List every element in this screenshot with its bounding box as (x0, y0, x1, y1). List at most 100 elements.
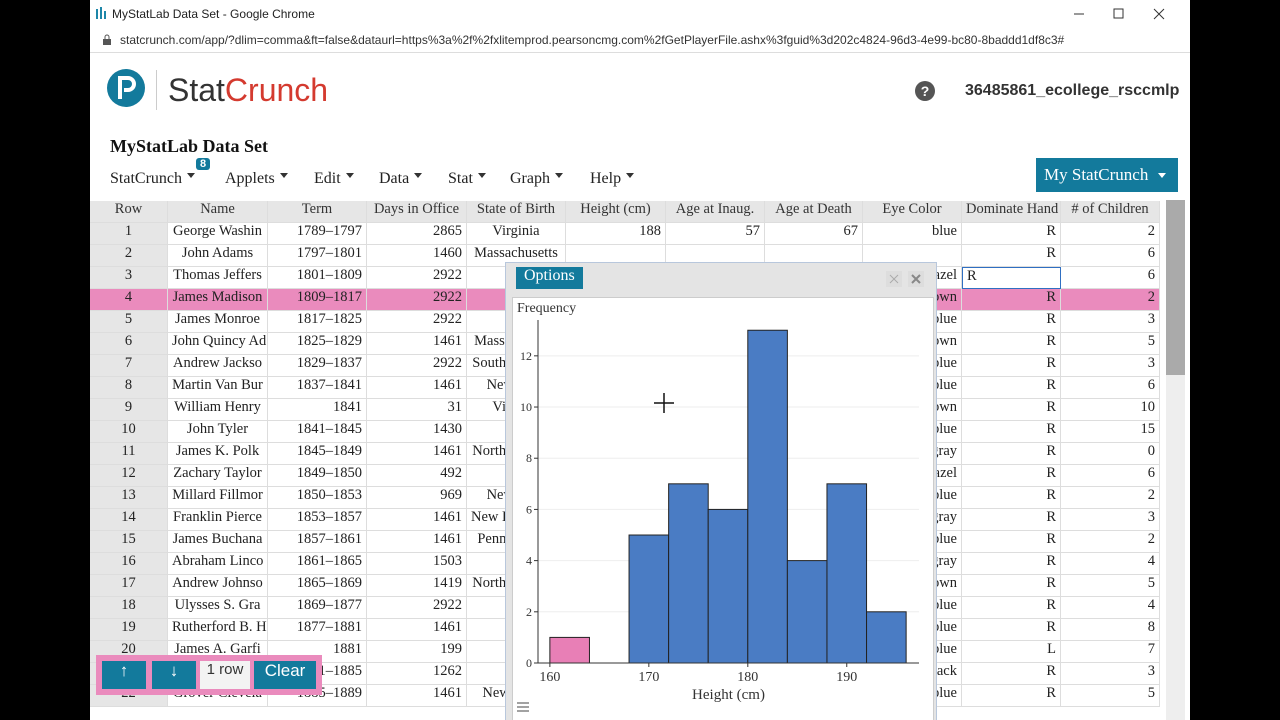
table-cell[interactable]: 31 (367, 399, 467, 421)
table-cell[interactable]: 199 (367, 641, 467, 663)
table-cell[interactable]: George Washin (168, 223, 268, 245)
user-name[interactable]: 36485861_ecollege_rsccmlp (965, 82, 1180, 99)
table-cell[interactable]: John Tyler (168, 421, 268, 443)
table-cell[interactable]: James Madison (168, 289, 268, 311)
table-cell[interactable]: 969 (367, 487, 467, 509)
table-cell[interactable]: 1869–1877 (268, 597, 367, 619)
table-cell[interactable]: Andrew Jackso (168, 355, 268, 377)
table-cell[interactable]: 1841 (268, 399, 367, 421)
table-cell[interactable]: 2865 (367, 223, 467, 245)
table-cell[interactable]: William Henry (168, 399, 268, 421)
help-button[interactable]: ? (915, 81, 935, 101)
table-cell[interactable]: 1461 (367, 619, 467, 641)
table-cell[interactable]: R (962, 399, 1061, 421)
table-cell[interactable]: 1845–1849 (268, 443, 367, 465)
table-cell[interactable]: Virginia (467, 223, 566, 245)
table-cell[interactable]: James Buchana (168, 531, 268, 553)
table-cell[interactable]: R (962, 575, 1061, 597)
table-cell[interactable]: 67 (765, 223, 863, 245)
menu-item[interactable]: Graph (510, 170, 563, 188)
my-statcrunch-button[interactable]: My StatCrunch (1036, 158, 1178, 192)
table-cell[interactable]: 1461 (367, 333, 467, 355)
table-cell[interactable]: 1430 (367, 421, 467, 443)
table-cell[interactable]: 10 (1061, 399, 1160, 421)
menu-item[interactable]: Help (590, 170, 634, 188)
down-button[interactable]: ↓ (152, 661, 196, 689)
table-cell[interactable]: R (962, 685, 1061, 707)
table-cell[interactable]: R (962, 465, 1061, 487)
table-cell[interactable]: James Monroe (168, 311, 268, 333)
table-cell[interactable]: L (962, 641, 1061, 663)
table-cell[interactable]: R (962, 487, 1061, 509)
table-cell[interactable]: 2922 (367, 289, 467, 311)
table-cell[interactable]: blue (863, 223, 962, 245)
table-cell[interactable]: Abraham Linco (168, 553, 268, 575)
table-cell[interactable]: 1461 (367, 443, 467, 465)
table-cell[interactable]: 1829–1837 (268, 355, 367, 377)
table-cell[interactable]: 1461 (367, 531, 467, 553)
table-cell[interactable]: R (962, 289, 1061, 311)
table-cell[interactable]: 1857–1861 (268, 531, 367, 553)
table-cell[interactable]: 1503 (367, 553, 467, 575)
table-cell[interactable]: R (962, 355, 1061, 377)
table-cell[interactable]: 3 (1061, 663, 1160, 685)
table-cell[interactable]: R (962, 311, 1061, 333)
table-cell[interactable]: 0 (1061, 443, 1160, 465)
table-cell[interactable]: 6 (1061, 465, 1160, 487)
table-cell[interactable]: 1877–1881 (268, 619, 367, 641)
table-cell[interactable]: R (962, 223, 1061, 245)
menu-item[interactable]: Applets (225, 170, 288, 188)
table-cell[interactable]: 1853–1857 (268, 509, 367, 531)
table-cell[interactable]: 1461 (367, 377, 467, 399)
table-cell[interactable]: 4 (1061, 553, 1160, 575)
table-cell[interactable]: 3 (1061, 509, 1160, 531)
address-bar[interactable]: statcrunch.com/app/?dlim=comma&ft=false&… (90, 28, 1190, 53)
table-cell[interactable]: John Quincy Ad (168, 333, 268, 355)
table-cell[interactable]: 3 (1061, 355, 1160, 377)
table-cell[interactable]: 2 (1061, 487, 1160, 509)
table-cell[interactable]: 2922 (367, 597, 467, 619)
options-button[interactable]: Options (516, 267, 583, 289)
table-cell[interactable]: R (962, 663, 1061, 685)
table-cell[interactable]: 1801–1809 (268, 267, 367, 289)
table-cell[interactable]: 1849–1850 (268, 465, 367, 487)
menu-item[interactable]: Stat (448, 170, 486, 188)
table-cell[interactable]: R (962, 377, 1061, 399)
clear-button[interactable]: Clear (254, 661, 316, 689)
table-cell[interactable]: 1419 (367, 575, 467, 597)
table-cell[interactable]: 8 (1061, 619, 1160, 641)
table-cell[interactable]: 1817–1825 (268, 311, 367, 333)
table-cell[interactable]: 188 (566, 223, 666, 245)
table-cell[interactable]: R (962, 421, 1061, 443)
table-cell[interactable]: R (962, 267, 1061, 289)
window-controls[interactable] (1070, 6, 1180, 22)
table-cell[interactable]: James K. Polk (168, 443, 268, 465)
scrollbar[interactable] (1166, 200, 1185, 720)
table-cell[interactable]: 57 (666, 223, 765, 245)
table-cell[interactable]: R (962, 443, 1061, 465)
table-cell[interactable]: R (962, 619, 1061, 641)
table-cell[interactable]: 3 (1061, 311, 1160, 333)
menu-item[interactable]: Data (379, 170, 422, 188)
table-cell[interactable]: Thomas Jeffers (168, 267, 268, 289)
table-cell[interactable]: R (962, 553, 1061, 575)
table-cell[interactable]: R (962, 333, 1061, 355)
table-cell[interactable]: John Adams (168, 245, 268, 267)
table-cell[interactable]: Millard Fillmor (168, 487, 268, 509)
table-cell[interactable]: 2 (1061, 531, 1160, 553)
table-cell[interactable]: 2 (1061, 223, 1160, 245)
menu-item[interactable]: Edit (314, 170, 354, 188)
table-cell[interactable]: 5 (1061, 333, 1160, 355)
table-cell[interactable]: 1460 (367, 245, 467, 267)
table-cell[interactable]: R (962, 245, 1061, 267)
table-cell[interactable]: Zachary Taylor (168, 465, 268, 487)
table-cell[interactable]: Martin Van Bur (168, 377, 268, 399)
table-cell[interactable]: 5 (1061, 575, 1160, 597)
table-cell[interactable]: 1841–1845 (268, 421, 367, 443)
table-cell[interactable]: 1825–1829 (268, 333, 367, 355)
table-cell[interactable]: Ulysses S. Gra (168, 597, 268, 619)
table-cell[interactable]: 1797–1801 (268, 245, 367, 267)
table-cell[interactable]: 5 (1061, 685, 1160, 707)
up-button[interactable]: ↑ (102, 661, 146, 689)
table-cell[interactable]: 2922 (367, 311, 467, 333)
